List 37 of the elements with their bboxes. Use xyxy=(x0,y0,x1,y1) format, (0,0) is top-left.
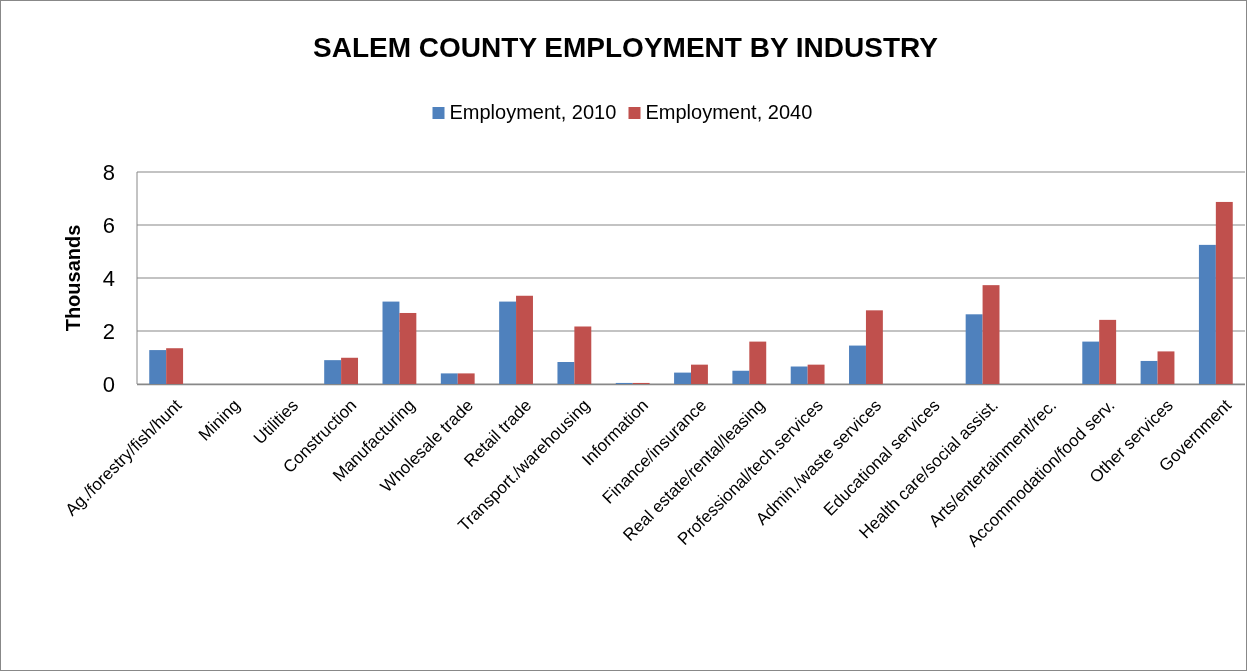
bar xyxy=(749,341,767,384)
bar xyxy=(341,357,359,384)
bar xyxy=(674,372,691,384)
bar xyxy=(1157,351,1175,384)
legend-label: Employment, 2040 xyxy=(645,101,813,123)
bar xyxy=(457,373,475,384)
bar xyxy=(440,373,458,384)
bar xyxy=(1215,201,1233,384)
y-tick-label: 6 xyxy=(102,212,115,238)
bar xyxy=(557,362,575,384)
bar xyxy=(807,364,825,384)
bar xyxy=(1198,244,1216,384)
bar xyxy=(1140,360,1158,384)
y-axis-title: Thousands xyxy=(62,224,84,332)
legend-label: Employment, 2010 xyxy=(449,101,617,123)
bar xyxy=(399,312,417,384)
bar xyxy=(149,350,167,384)
bar xyxy=(499,301,517,384)
bar xyxy=(982,285,1000,384)
bar xyxy=(516,295,533,384)
bar xyxy=(1099,319,1117,384)
bar xyxy=(382,301,400,384)
chart-title: SALEM COUNTY EMPLOYMENT BY INDUSTRY xyxy=(313,32,939,63)
y-tick-label: 0 xyxy=(102,371,115,397)
y-tick-label: 8 xyxy=(102,159,115,185)
y-tick-label: 2 xyxy=(102,318,115,344)
bar xyxy=(790,366,808,384)
bar xyxy=(166,348,184,384)
bar xyxy=(865,310,883,384)
bar xyxy=(849,345,866,384)
bar xyxy=(732,370,750,384)
bar xyxy=(574,326,592,384)
bar xyxy=(1082,341,1100,384)
bar xyxy=(965,314,983,384)
y-tick-label: 4 xyxy=(102,265,115,291)
bar xyxy=(324,360,342,384)
bar xyxy=(691,364,708,384)
